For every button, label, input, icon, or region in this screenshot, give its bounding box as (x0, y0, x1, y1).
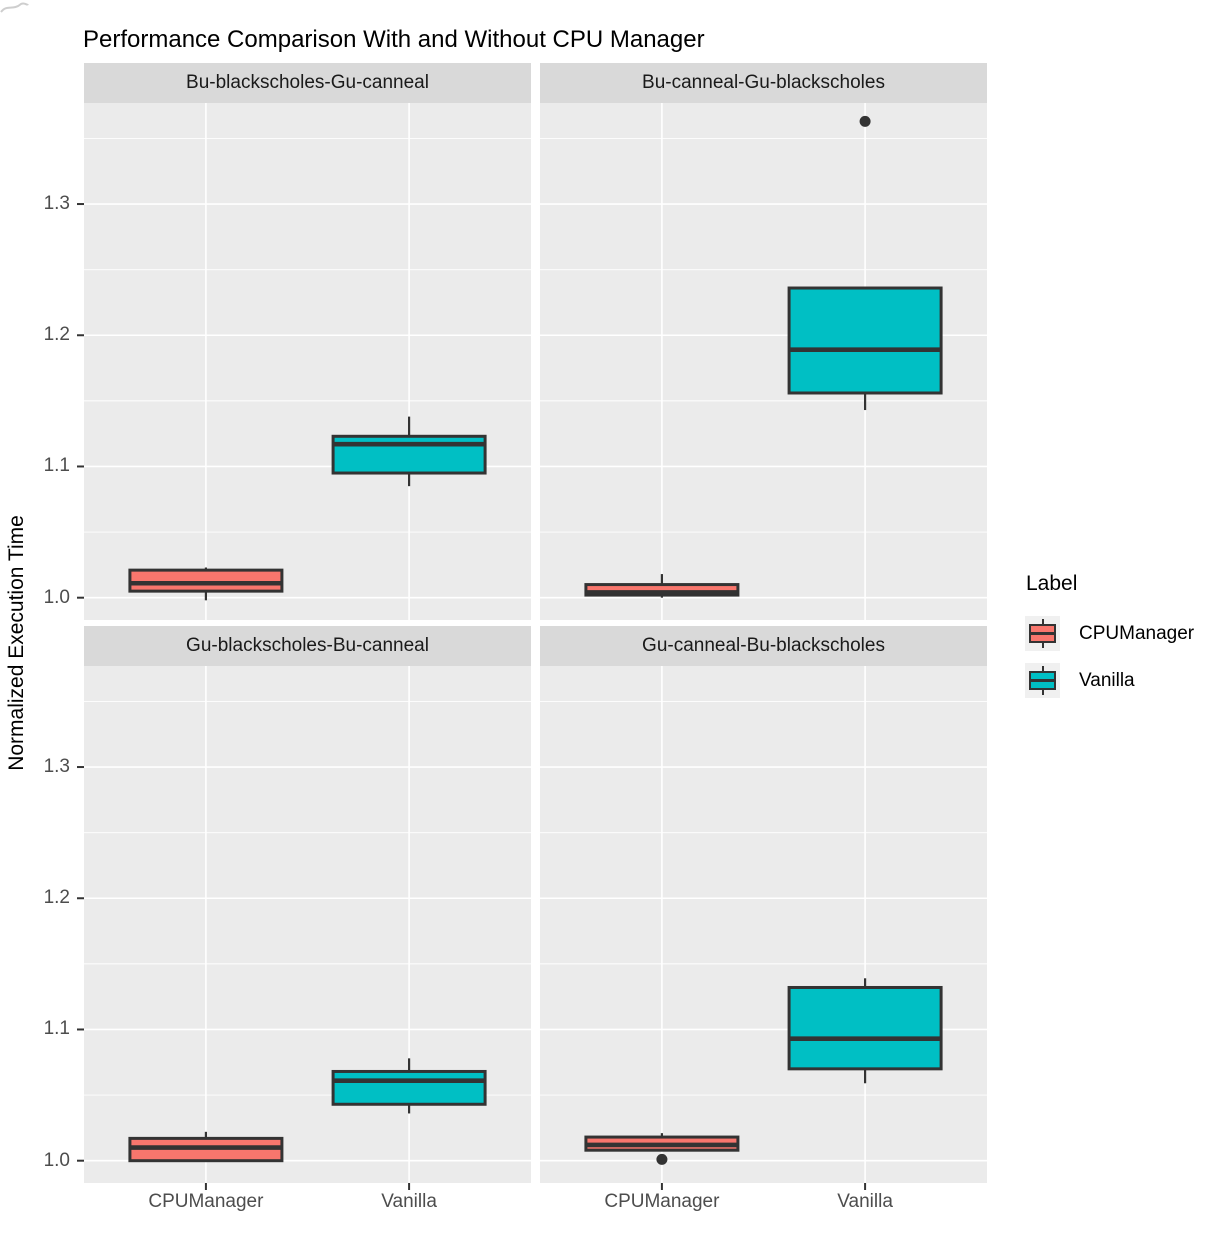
panel-Bu-canneal-Gu-blackscholes (540, 103, 987, 620)
legend-key-boxplot-icon (1025, 663, 1060, 698)
legend-key-median-line (1029, 679, 1056, 682)
y-tick-label: 1.0 (43, 586, 70, 608)
boxplot-CPUManager (584, 1133, 740, 1165)
facet-strip-bottom-right: Gu-canneal-Bu-blackscholes (540, 626, 987, 666)
boxplot-Vanilla (331, 1058, 487, 1114)
x-tick-label: CPUManager (604, 1191, 720, 1212)
y-axis-title: Normalized Execution Time (5, 515, 28, 771)
iqr-box (787, 985, 943, 1071)
y-tick-label: 1.1 (43, 1018, 70, 1040)
boxplot-CPUManager (128, 567, 284, 601)
y-tick-label: 1.3 (43, 193, 70, 215)
boxplot-Vanilla (787, 978, 943, 1084)
x-tick-label: CPUManager (148, 1191, 264, 1212)
iqr-box (787, 286, 943, 395)
y-tick-label: 1.2 (43, 887, 70, 909)
panel-Bu-blackscholes-Gu-canneal (84, 103, 531, 620)
screenshot-artifact (0, 2, 29, 13)
y-tick-label: 1.1 (43, 455, 70, 477)
legend-item-vanilla: Vanilla (1025, 663, 1194, 698)
boxplot-Vanilla (787, 115, 943, 411)
panel-Gu-canneal-Bu-blackscholes (540, 666, 987, 1183)
iqr-box (331, 434, 487, 475)
outlier-point (656, 1153, 668, 1165)
panel-Gu-blackscholes-Bu-canneal (84, 666, 531, 1183)
legend-key-median-line (1029, 632, 1056, 635)
facet-strip-bottom-left: Gu-blackscholes-Bu-canneal (84, 626, 531, 666)
y-tick-label: 1.2 (43, 324, 70, 346)
boxplot-CPUManager (584, 574, 740, 598)
legend-item-cpumanager: CPUManager (1025, 616, 1194, 651)
y-tick-label: 1.3 (43, 756, 70, 778)
iqr-box (128, 568, 284, 593)
iqr-box (584, 583, 740, 597)
panel-background (84, 103, 531, 620)
legend: Label CPUManager Vanilla (1025, 572, 1194, 710)
iqr-box (331, 1069, 487, 1106)
plot-title: Performance Comparison With and Without … (83, 26, 705, 53)
legend-label: Vanilla (1079, 669, 1135, 691)
facet-strip-top-right: Bu-canneal-Gu-blackscholes (540, 63, 987, 103)
x-tick-label: Vanilla (381, 1191, 437, 1212)
y-tick-label: 1.0 (43, 1149, 70, 1171)
panel-background (540, 666, 987, 1183)
boxplot-CPUManager (128, 1131, 284, 1163)
legend-key-boxplot-icon (1025, 616, 1060, 651)
legend-title: Label (1026, 572, 1078, 595)
x-tick-label: Vanilla (837, 1191, 893, 1212)
legend-label: CPUManager (1079, 622, 1195, 644)
boxplot-Vanilla (331, 416, 487, 487)
facet-strip-top-left: Bu-blackscholes-Gu-canneal (84, 63, 531, 103)
outlier-point (859, 115, 871, 127)
